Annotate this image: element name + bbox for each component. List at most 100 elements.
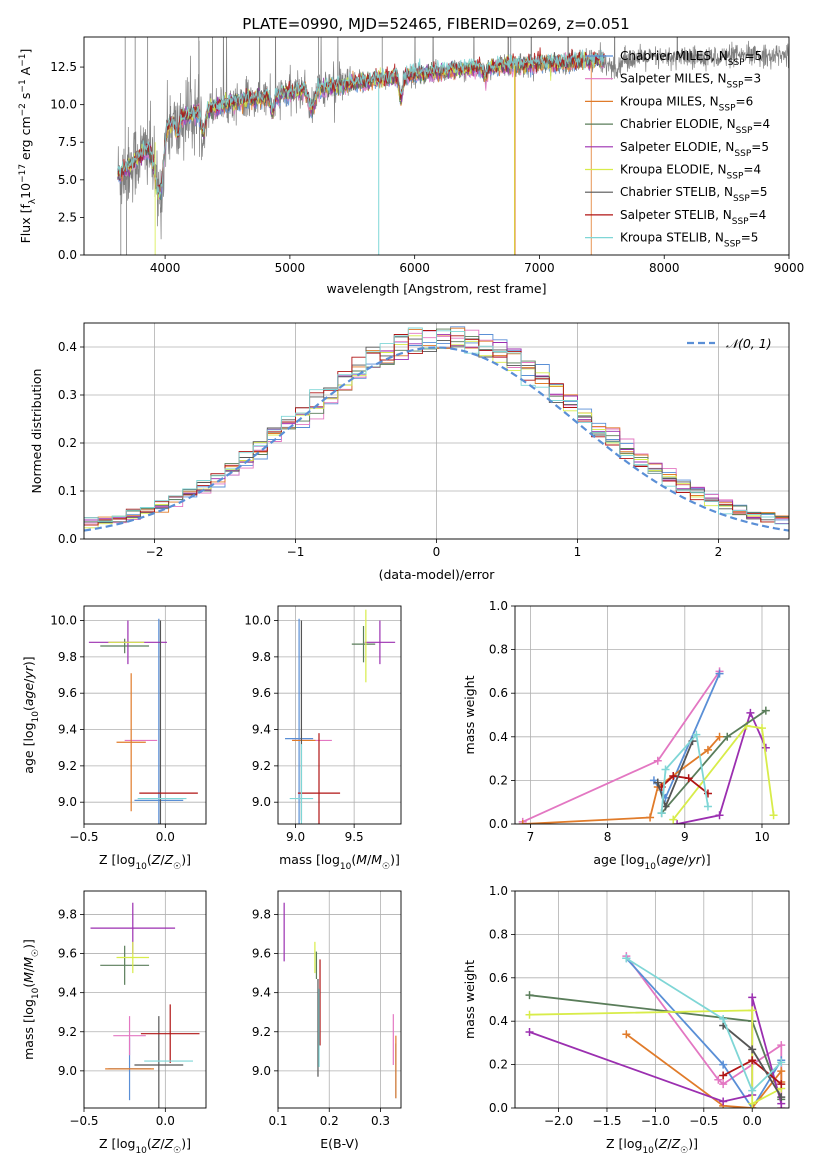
y-tick-label: 0.0 [489,1101,508,1115]
weight-marker [719,1097,728,1106]
x-tick-label: 9000 [774,261,805,275]
y-tick-label: 0.8 [489,643,508,657]
residual-histogram [84,328,789,523]
y-tick-label: 9.8 [252,907,271,921]
legend-sub: SSP [727,81,744,91]
label-part: Flux [f [18,204,33,244]
weight-marker [669,772,678,781]
label-part: )] [701,852,711,867]
weight-vs-age-lines [518,667,778,824]
x-tick-label: 9.5 [345,830,364,844]
y-tick-label: 5.0 [58,173,77,187]
x-tick-label: 5000 [275,261,306,275]
weight-marker [653,756,662,765]
weight-marker [777,1080,786,1089]
y-axis-label: age [log10(age/yr)] [21,656,41,773]
y-tick-label: 9.4 [252,723,271,737]
x-tick-label: 0.1 [268,1114,287,1128]
weight-marker [777,1093,786,1102]
label-part: −1 [18,54,28,67]
legend-tail: =3 [743,72,761,86]
label-part: ( [351,852,356,867]
legend-sub: SSP [724,240,741,250]
label-part: / [160,1136,165,1151]
weight-marker [657,809,666,818]
label-part: mass [ [279,852,321,867]
y-tick-label: 0.1 [58,484,77,498]
label-part: −17 [18,164,28,183]
label-part: ( [21,983,36,988]
x-tick-label: 7000 [524,261,555,275]
y-tick-label: 0.3 [58,388,77,402]
y-tick-label: 9.6 [58,686,77,700]
label-part: λ [28,198,38,204]
label-part: Z [151,1136,161,1151]
label-part: Z [671,1136,681,1151]
label-part: log [21,722,36,741]
weight-marker [748,993,757,1002]
y-tick-label: 9.2 [252,1025,271,1039]
label-part: Z [ [99,1136,116,1151]
weight-line [660,775,709,795]
mass-vs-Z-axes: −0.5 0.09.09.29.49.69.8Z [log10(Z/Z☉)]mas… [21,890,207,1156]
legend-main: Salpeter ELODIE, N [620,140,734,154]
weight-marker [719,1015,728,1024]
y-tick-label: 0.8 [489,927,508,941]
label-part: )] [21,939,36,949]
label-part: ( [147,852,152,867]
age-vs-mass-points [285,609,396,824]
weight-line [625,957,782,1093]
y-tick-label: 0.4 [489,730,508,744]
x-tick-label: 0.3 [371,1114,390,1128]
legend-tail: =5 [741,231,759,245]
y-tick-label: 9.2 [58,759,77,773]
axes-frame [83,890,207,1109]
label-part: ☉ [382,862,390,872]
x-tick-label: 7 [527,830,535,844]
x-tick-label: 0.2 [320,1114,339,1128]
label-part: / [667,1136,672,1151]
label-part: M [21,972,36,983]
x-tick-label: −1.5 [592,1114,621,1128]
legend-label: Chabrier ELODIE, NSSP=4 [620,117,770,136]
weight-line [660,732,709,814]
weight-marker [715,811,724,820]
label-part: −2 [18,103,28,116]
figure-title: PLATE=0990, MJD=52465, FIBERID=0269, z=0… [242,15,629,33]
legend-label: Salpeter ELODIE, NSSP=5 [620,140,769,159]
legend-main: Kroupa MILES, N [620,94,719,108]
legend-label: Salpeter STELIB, NSSP=4 [620,208,766,227]
label-part: Z [164,852,174,867]
x-axis-label: Z [log10(Z/Z☉)] [606,1136,698,1156]
label-part: Z [ [99,852,116,867]
weight-marker [692,730,701,739]
x-axis-label: age [log10(age/yr)] [593,852,710,872]
label-part: )] [688,1136,698,1151]
y-tick-label: 9.4 [252,986,271,1000]
y-tick-label: 0.6 [489,971,508,985]
spectrum-data-group [117,37,789,255]
y-tick-label: 10.0 [50,98,77,112]
legend-label: Kroupa STELIB, NSSP=5 [620,231,758,250]
residual-histogram [84,327,789,526]
label-part: )] [390,852,400,867]
weight-vs-Z-axes: −2.0 −1.5 −1.0 −0.5 0.0 0.0 0.2 0.4 0.6 0.8 1.0 Z [… [462,884,790,1156]
legend-tail: =5 [751,140,769,154]
weight-marker [703,802,712,811]
label-part: / [21,967,36,972]
y-tick-label: 0.6 [489,686,508,700]
label-part: M [371,852,382,867]
weight-marker [748,1056,757,1065]
y-tick-label: 9.6 [58,947,77,961]
y-tick-label: 10.0 [244,614,271,628]
y-tick-label: 0.0 [489,817,508,831]
x-axis-label: E(B-V) [320,1136,359,1151]
weight-marker [715,732,724,741]
weight-marker [748,1086,757,1095]
legend-main: Chabrier MILES, N [620,49,728,63]
label-part: 10 [642,1146,654,1156]
weight-marker [646,813,655,822]
label-part: log [623,1136,642,1151]
weight-marker [777,1041,786,1050]
label-part: 10 [135,1146,147,1156]
